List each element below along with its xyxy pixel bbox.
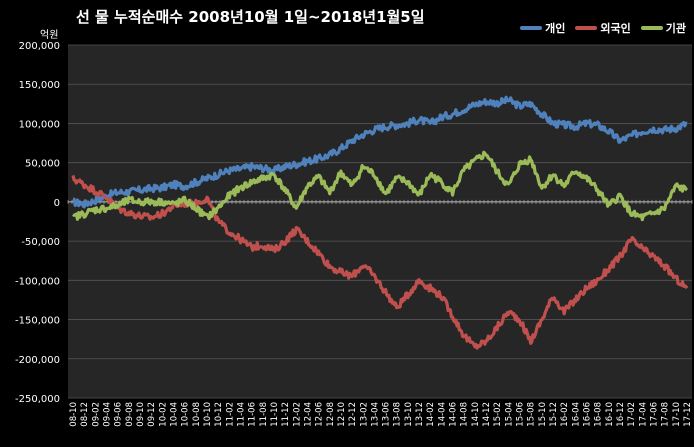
x-tick-label: 15-06 xyxy=(516,402,526,427)
x-tick-label: 16-06 xyxy=(583,402,593,427)
x-tick-label: 14-02 xyxy=(426,402,436,427)
y-axis: 200,000 150,000 100,000 50,000 0 -50,000 -100,… xyxy=(15,41,60,405)
x-axis: 08-10 08-12 09-02 09-04 09-06 09-08 09-10 09-12… xyxy=(69,402,693,427)
x-tick-label: 11-08 xyxy=(259,402,269,427)
x-tick-label: 08-12 xyxy=(80,402,90,427)
x-tick-label: 13-12 xyxy=(415,402,425,427)
legend-swatch-foreign xyxy=(575,26,598,30)
x-tick-label: 13-08 xyxy=(393,402,403,427)
x-tick-label: 15-10 xyxy=(538,402,548,427)
x-tick-label: 11-12 xyxy=(281,402,291,427)
legend-item-foreign: 외국인 xyxy=(575,20,631,36)
x-tick-label: 10-06 xyxy=(181,402,191,427)
x-tick-label: 09-02 xyxy=(91,402,101,427)
legend-label-foreign: 외국인 xyxy=(600,22,631,35)
y-tick-label: -50,000 xyxy=(21,237,60,248)
x-tick-label: 10-12 xyxy=(214,402,224,427)
x-tick-label: 09-08 xyxy=(125,402,135,427)
x-tick-label: 17-06 xyxy=(650,402,660,427)
series-line-individual xyxy=(72,95,688,209)
legend-swatch-individual xyxy=(520,26,543,30)
x-tick-label: 10-02 xyxy=(158,402,168,427)
x-tick-label: 15-02 xyxy=(493,402,503,427)
x-tick-label: 12-12 xyxy=(348,402,358,427)
x-tick-label: 09-06 xyxy=(114,402,124,427)
series-lines xyxy=(71,95,689,350)
x-tick-label: 11-04 xyxy=(236,402,246,427)
y-axis-unit-label: 억원 xyxy=(40,30,59,41)
x-tick-label: 14-12 xyxy=(482,402,492,427)
x-tick-label: 15-04 xyxy=(504,402,514,427)
x-tick-label: 13-10 xyxy=(404,402,414,427)
x-tick-label: 12-06 xyxy=(315,402,325,427)
x-tick-label: 12-02 xyxy=(292,402,302,427)
x-tick-label: 17-04 xyxy=(638,402,648,427)
x-tick-label: 11-02 xyxy=(225,402,235,427)
x-tick-label: 16-12 xyxy=(616,402,626,427)
x-tick-label: 15-12 xyxy=(549,402,559,427)
chart-title: 선 물 누적순매수 2008년10월 1일~2018년1월5일 xyxy=(76,8,425,26)
x-tick-label: 13-04 xyxy=(370,402,380,427)
x-tick-label: 14-06 xyxy=(449,402,459,427)
x-tick-label: 12-10 xyxy=(337,402,347,427)
y-tick-label: -150,000 xyxy=(15,316,60,327)
x-tick-label: 13-02 xyxy=(359,402,369,427)
y-tick-label: -200,000 xyxy=(15,355,60,366)
legend-label-individual: 개인 xyxy=(545,22,566,35)
x-tick-label: 09-04 xyxy=(102,402,112,427)
x-tick-label: 09-12 xyxy=(147,402,157,427)
x-tick-label: 11-10 xyxy=(270,402,280,427)
x-tick-label: 12-08 xyxy=(326,402,336,427)
x-tick-label: 12-04 xyxy=(303,402,313,427)
legend-item-institution: 기관 xyxy=(640,20,686,36)
y-tick-label: 150,000 xyxy=(19,80,60,91)
legend-label-institution: 기관 xyxy=(665,22,686,35)
x-tick-label: 10-08 xyxy=(192,402,202,427)
y-tick-label: 200,000 xyxy=(19,41,60,52)
x-tick-label: 17-10 xyxy=(672,402,682,427)
x-tick-label: 09-10 xyxy=(136,402,146,427)
y-tick-label: -250,000 xyxy=(15,394,60,405)
x-tick-label: 15-08 xyxy=(527,402,537,427)
series-line-institution xyxy=(72,150,689,222)
legend-item-individual: 개인 xyxy=(520,20,565,36)
x-tick-label: 11-06 xyxy=(248,402,258,427)
x-tick-label: 16-10 xyxy=(605,402,615,427)
plot-background xyxy=(68,45,692,398)
y-tick-label: 50,000 xyxy=(25,159,60,170)
y-tick-label: 100,000 xyxy=(19,119,60,130)
x-tick-label: 14-08 xyxy=(460,402,470,427)
x-tick-label: 17-12 xyxy=(683,402,693,427)
x-tick-label: 14-04 xyxy=(437,402,447,427)
x-tick-label: 10-04 xyxy=(169,402,179,427)
x-tick-label: 16-08 xyxy=(594,402,604,427)
x-tick-label: 13-06 xyxy=(382,402,392,427)
legend: 개인 외국인 기관 xyxy=(520,20,686,36)
x-tick-label: 17-02 xyxy=(627,402,637,427)
x-tick-label: 08-10 xyxy=(69,402,79,427)
legend-swatch-institution xyxy=(640,26,663,30)
x-tick-label: 16-04 xyxy=(571,402,581,427)
x-tick-label: 14-10 xyxy=(471,402,481,427)
x-tick-label: 16-02 xyxy=(560,402,570,427)
x-tick-label: 17-08 xyxy=(661,402,671,427)
y-tick-label: -100,000 xyxy=(15,276,60,287)
x-tick-label: 10-10 xyxy=(203,402,213,427)
y-tick-label: 0 xyxy=(54,198,60,209)
